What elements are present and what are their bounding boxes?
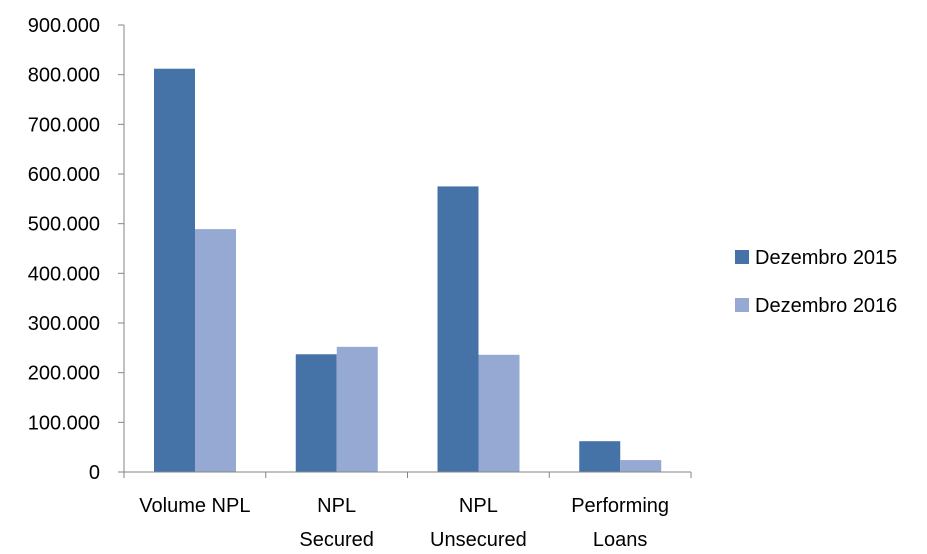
y-tick-label: 500.000 — [28, 214, 100, 236]
legend: Dezembro 2015 Dezembro 2016 — [735, 247, 897, 317]
bar-2-4 — [620, 460, 662, 472]
bar-1-2 — [295, 354, 337, 472]
x-category-label: NPL Unsecured — [430, 495, 527, 549]
bars-layer — [154, 68, 662, 472]
bar-1-3 — [437, 186, 479, 472]
legend-swatch — [735, 298, 749, 312]
bar-1-4 — [579, 441, 621, 472]
x-category-label: Volume NPL — [139, 495, 250, 517]
y-tick-label: 800.000 — [28, 65, 100, 87]
y-tick-label: 400.000 — [28, 263, 100, 285]
legend-swatch — [735, 250, 749, 264]
y-tick-label: 700.000 — [28, 114, 100, 136]
axes-layer: 0 100.000 200.000 300.000 400.000 500.000 600.… — [28, 15, 692, 551]
y-tick-label: 100.000 — [28, 412, 100, 434]
y-tick-label: 0 — [89, 462, 100, 484]
y-tick-label: 600.000 — [28, 164, 100, 186]
x-category-label: Performing Loans — [571, 495, 669, 549]
bar-1-1 — [154, 68, 195, 472]
legend-label: Dezembro 2016 — [755, 295, 897, 317]
y-tick-label: 200.000 — [28, 363, 100, 385]
y-tick-label: 300.000 — [28, 313, 100, 335]
bar-2-1 — [195, 229, 236, 472]
x-category-label: NPL Secured — [299, 495, 374, 549]
bar-2-2 — [336, 346, 378, 472]
legend-label: Dezembro 2015 — [755, 247, 897, 269]
y-tick-label: 900.000 — [28, 15, 100, 37]
bar-2-3 — [478, 354, 520, 472]
